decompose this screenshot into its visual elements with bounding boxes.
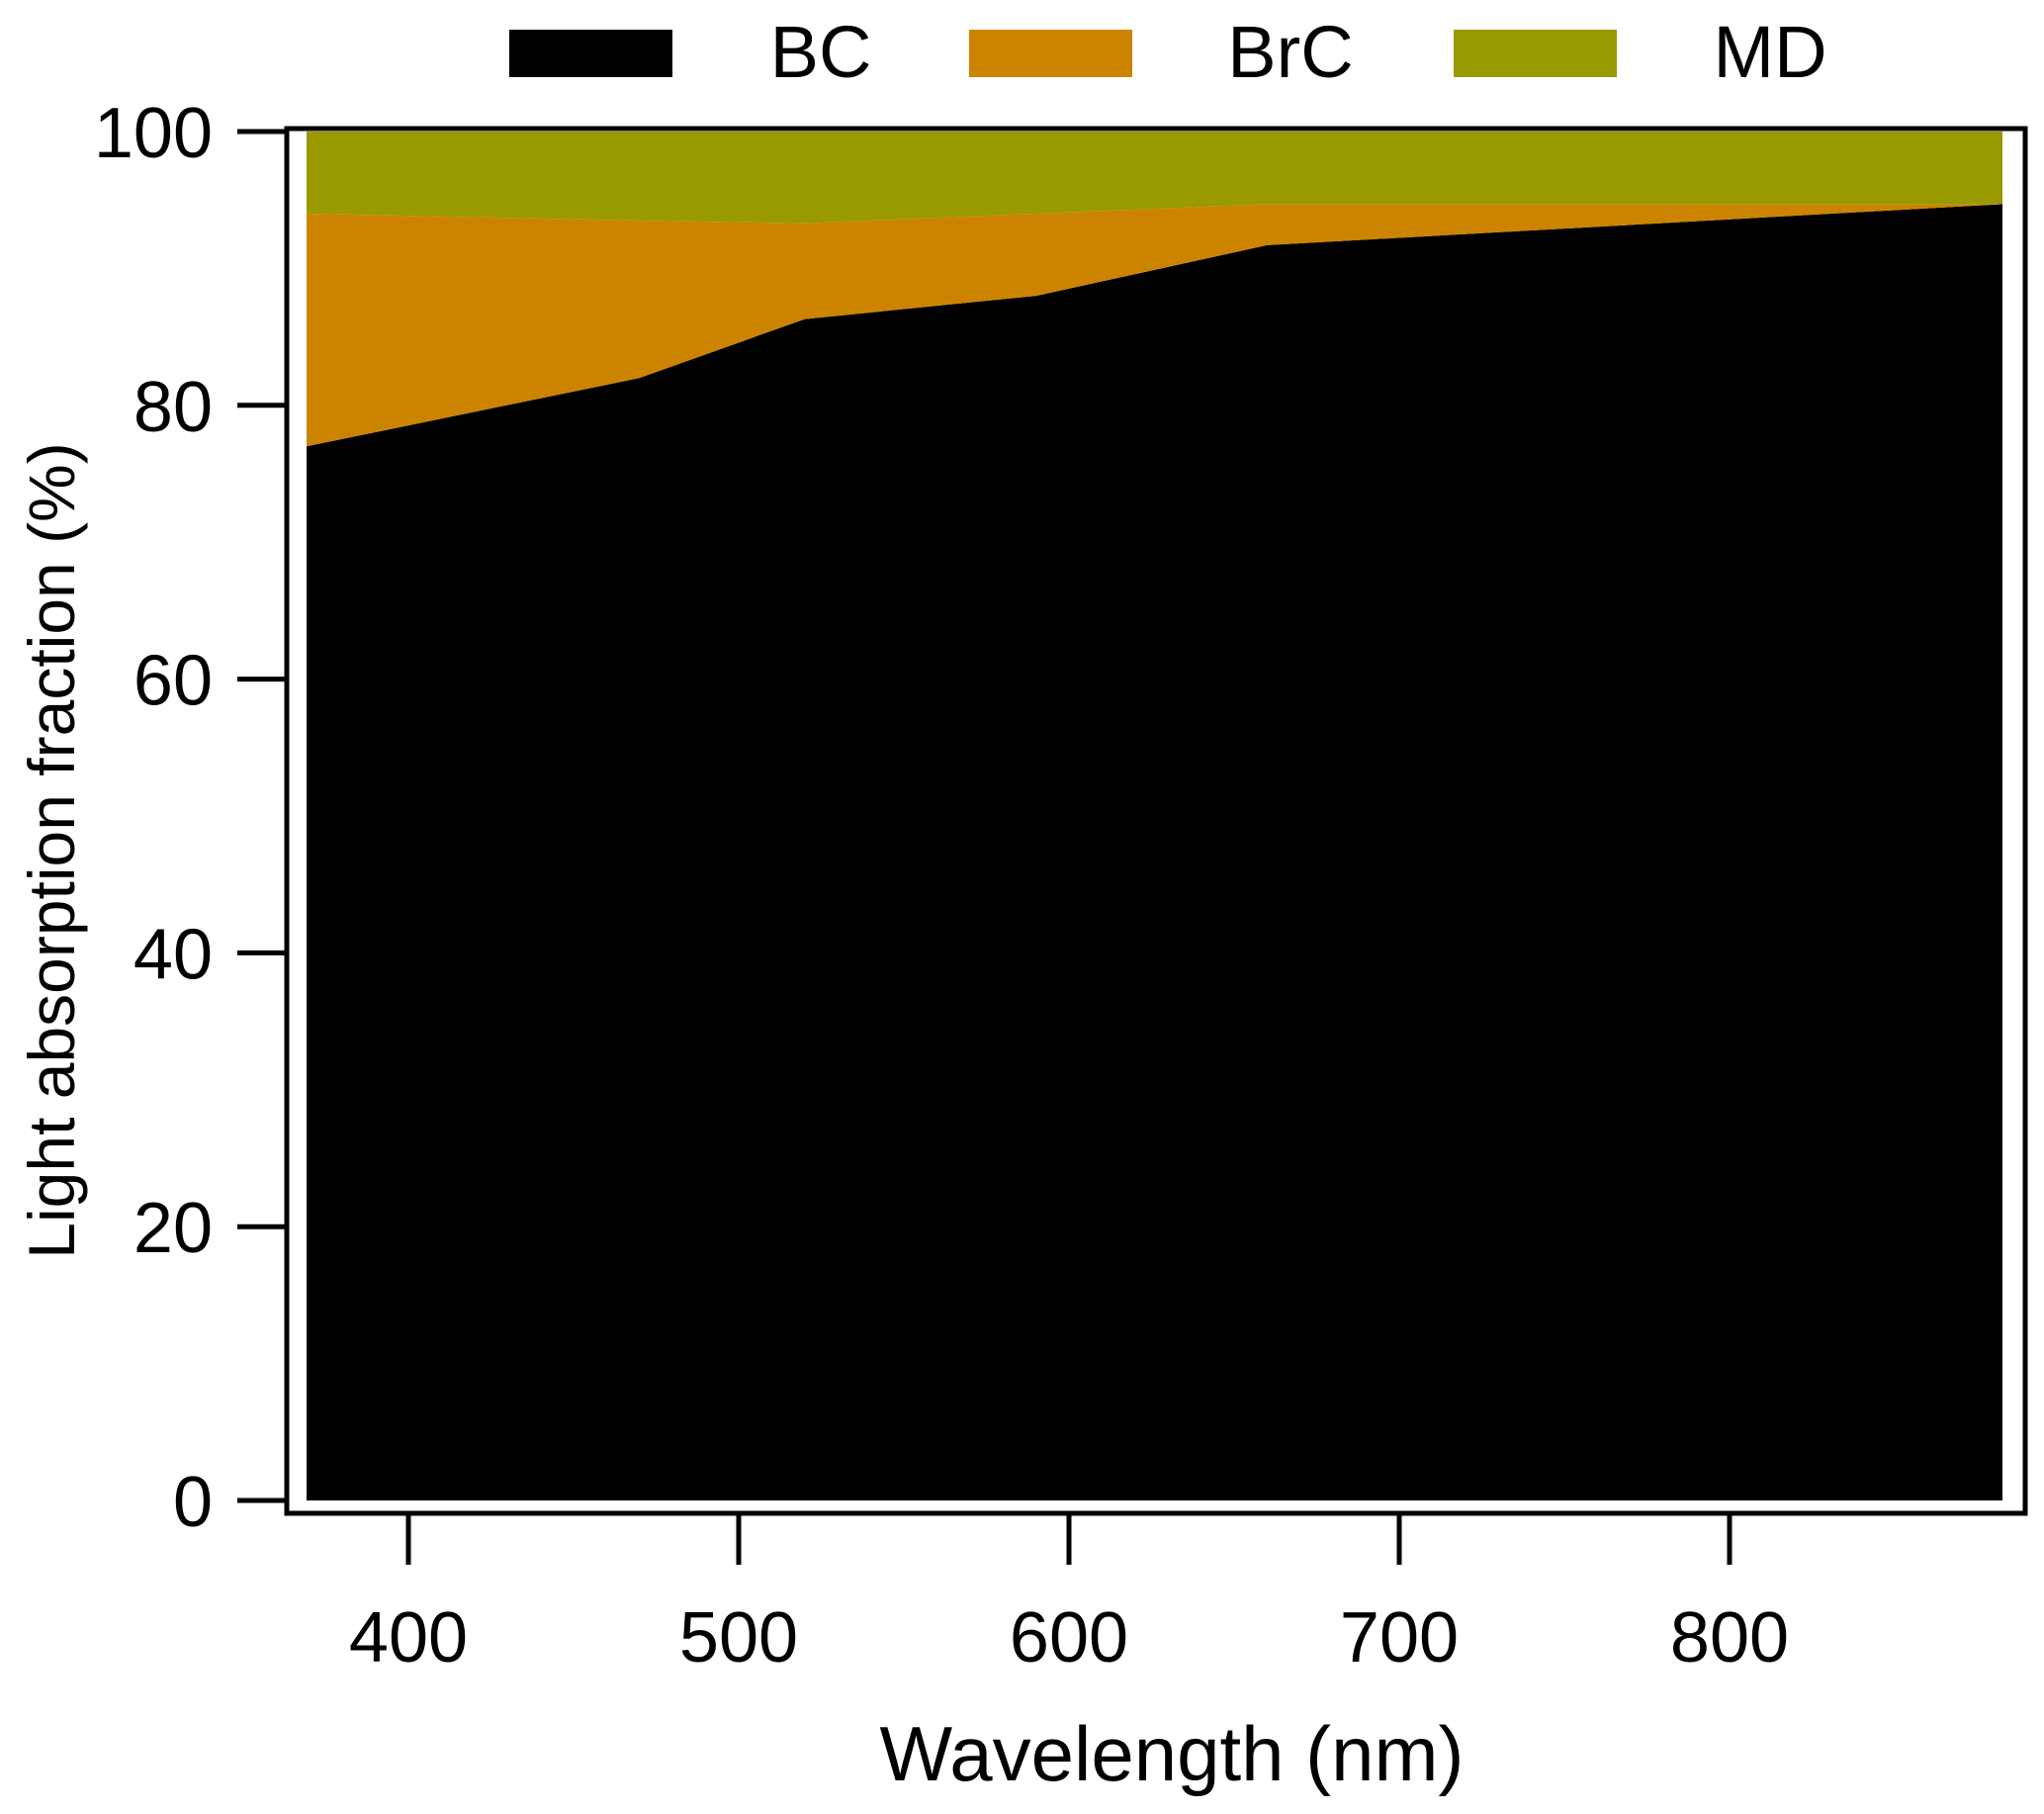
legend-swatch-brc [969, 30, 1132, 77]
area-bc [307, 204, 2002, 1500]
x-tick-label: 600 [1010, 1598, 1128, 1678]
x-axis-label: Wavelength (nm) [880, 1710, 1465, 1797]
y-tick-label: 40 [133, 915, 213, 994]
y-tick-label: 60 [133, 642, 213, 721]
area-md [307, 132, 2002, 224]
x-tick-label: 500 [679, 1598, 798, 1678]
areas-layer [307, 132, 2002, 1500]
legend: BC BrC MD [509, 11, 1827, 93]
area-brc [307, 204, 2002, 447]
legend-swatch-bc [509, 30, 672, 77]
y-tick-label: 80 [133, 368, 213, 447]
y-axis-label: Light absorption fraction (%) [15, 442, 88, 1258]
legend-label-bc: BC [770, 11, 872, 93]
legend-label-md: MD [1713, 11, 1826, 93]
plot-frame [284, 126, 2028, 1516]
legend-swatch-md [1454, 30, 1617, 77]
y-tick-label: 0 [173, 1463, 213, 1542]
axes-layer: 0 20 40 60 80 100 400 500 600 700 800 [94, 94, 2028, 1678]
x-tick-label: 400 [349, 1598, 468, 1678]
x-tick-label: 800 [1670, 1598, 1789, 1678]
y-tick-label: 20 [133, 1189, 213, 1268]
x-tick-label: 700 [1340, 1598, 1459, 1678]
y-tick-label: 100 [94, 94, 213, 173]
legend-label-brc: BrC [1227, 11, 1353, 93]
